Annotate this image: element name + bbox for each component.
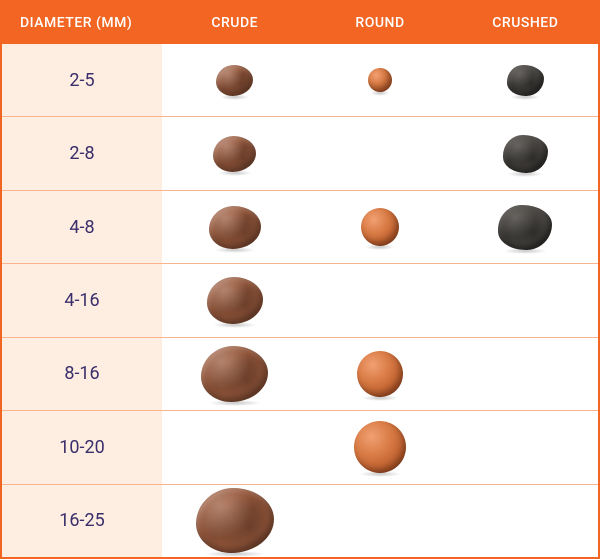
crude-cell	[162, 411, 307, 483]
crushed-cell	[453, 264, 598, 336]
table-row: 8-16	[2, 337, 598, 410]
crushed-cell	[453, 338, 598, 410]
crushed-cell	[453, 117, 598, 189]
diameter-cell: 8-16	[2, 338, 162, 410]
crushed-pebble-icon	[507, 65, 544, 96]
round-cell	[307, 44, 452, 116]
crude-cell	[162, 485, 307, 557]
round-cell	[307, 264, 452, 336]
table-row: 4-16	[2, 263, 598, 336]
table-row: 2-5	[2, 44, 598, 116]
crude-pebble-icon	[216, 65, 253, 96]
table-header: DIAMETER (MM) CRUDE ROUND CRUSHED	[2, 2, 598, 44]
table-body: 2-52-84-84-168-1610-2016-25	[2, 44, 598, 557]
diameter-cell: 4-16	[2, 264, 162, 336]
round-cell	[307, 191, 452, 263]
round-pebble-icon	[361, 208, 399, 246]
crude-cell	[162, 117, 307, 189]
crushed-cell	[453, 191, 598, 263]
crude-cell	[162, 264, 307, 336]
col-header-diameter: DIAMETER (MM)	[2, 15, 162, 31]
crude-pebble-icon	[209, 206, 261, 249]
col-header-crushed: CRUSHED	[453, 15, 598, 31]
crude-pebble-icon	[213, 136, 256, 172]
crushed-cell	[453, 411, 598, 483]
round-pebble-icon	[354, 421, 406, 473]
table-row: 2-8	[2, 116, 598, 189]
crushed-cell	[453, 485, 598, 557]
crushed-pebble-icon	[503, 135, 548, 173]
diameter-cell: 16-25	[2, 485, 162, 557]
diameter-cell: 10-20	[2, 411, 162, 483]
diameter-cell: 2-5	[2, 44, 162, 116]
table-row: 16-25	[2, 484, 598, 557]
crude-cell	[162, 191, 307, 263]
round-pebble-icon	[357, 351, 403, 397]
crushed-cell	[453, 44, 598, 116]
crude-cell	[162, 338, 307, 410]
col-header-crude: CRUDE	[162, 15, 307, 31]
crude-pebble-icon	[207, 277, 263, 324]
diameter-cell: 2-8	[2, 117, 162, 189]
crude-pebble-icon	[201, 346, 268, 402]
crude-cell	[162, 44, 307, 116]
table-row: 4-8	[2, 190, 598, 263]
table-row: 10-20	[2, 410, 598, 483]
round-cell	[307, 411, 452, 483]
crude-pebble-icon	[196, 488, 274, 553]
size-chart-table: DIAMETER (MM) CRUDE ROUND CRUSHED 2-52-8…	[0, 0, 600, 559]
round-pebble-icon	[368, 68, 392, 92]
col-header-round: ROUND	[307, 15, 452, 31]
crushed-pebble-icon	[498, 205, 552, 250]
round-cell	[307, 338, 452, 410]
round-cell	[307, 117, 452, 189]
round-cell	[307, 485, 452, 557]
diameter-cell: 4-8	[2, 191, 162, 263]
